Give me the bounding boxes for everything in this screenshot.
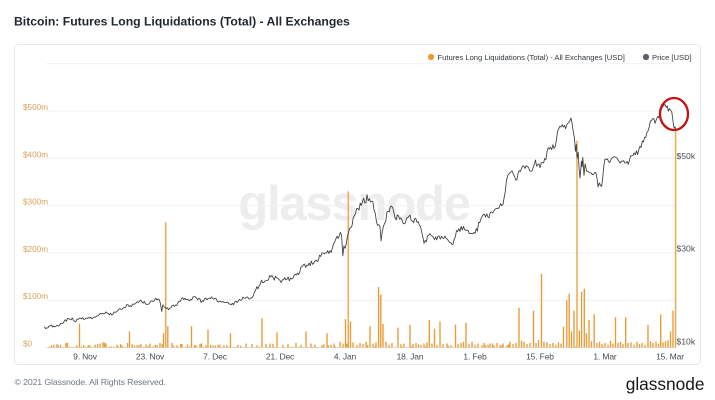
svg-text:Futures Long Liquidations (Tot: Futures Long Liquidations (Total) - All … [438,53,625,62]
svg-text:15. Mar: 15. Mar [656,352,684,362]
svg-text:glassnode: glassnode [626,374,705,394]
svg-text:$50k: $50k [677,151,696,161]
svg-text:© 2021 Glassnode. All Rights R: © 2021 Glassnode. All Rights Reserved. [15,377,166,387]
svg-text:1. Feb: 1. Feb [463,352,487,362]
svg-text:glassnode: glassnode [238,177,470,231]
svg-text:15. Feb: 15. Feb [526,352,554,362]
svg-text:23. Nov: 23. Nov [136,352,165,362]
svg-text:7. Dec: 7. Dec [203,352,228,362]
svg-text:$10k: $10k [677,336,696,346]
svg-text:$200m: $200m [23,245,48,254]
svg-text:$400m: $400m [23,150,48,159]
svg-text:$0: $0 [23,340,33,349]
svg-text:1. Mar: 1. Mar [593,352,617,362]
svg-text:21. Dec: 21. Dec [266,352,295,362]
svg-text:$30k: $30k [677,243,696,253]
svg-text:4. Jan: 4. Jan [334,352,357,362]
svg-text:$500m: $500m [23,103,48,112]
svg-text:$100m: $100m [23,292,48,301]
svg-text:18. Jan: 18. Jan [397,352,424,362]
svg-text:Price [USD]: Price [USD] [652,53,692,62]
svg-text:Bitcoin: Futures Long Liquidat: Bitcoin: Futures Long Liquidations (Tota… [14,15,350,29]
svg-text:$300m: $300m [23,198,48,207]
svg-text:9. Nov: 9. Nov [73,352,98,362]
